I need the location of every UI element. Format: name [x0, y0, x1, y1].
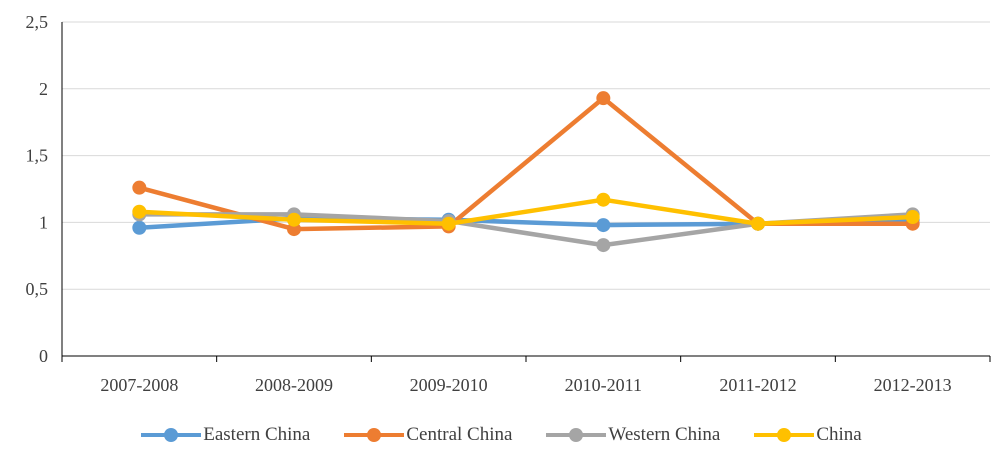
- x-tick-label: 2010-2011: [565, 375, 642, 395]
- data-point: [441, 216, 456, 231]
- data-point: [132, 180, 147, 195]
- data-point: [132, 204, 147, 219]
- data-point: [596, 238, 611, 253]
- legend-item: China: [754, 424, 862, 446]
- legend-label: China: [816, 424, 862, 445]
- y-tick-label: 1: [39, 212, 48, 232]
- y-tick-label: 0: [39, 346, 48, 366]
- chart-legend: Eastern China Central China Western China C…: [0, 424, 1003, 446]
- axis-layer: 0 0,5 1 1,5 2 2,5 2007-2008 2008-2009 2009-2010 2…: [26, 12, 991, 395]
- data-point: [905, 210, 920, 225]
- data-point: [596, 91, 611, 106]
- legend-item: Western China: [546, 424, 720, 446]
- grid-layer: [62, 21, 990, 290]
- data-point: [596, 192, 611, 207]
- legend-swatch-icon: [546, 427, 607, 443]
- legend-label: Western China: [608, 424, 721, 445]
- data-point: [132, 220, 147, 235]
- x-tick-label: 2009-2010: [410, 375, 488, 395]
- legend-item: Central China: [344, 424, 512, 446]
- series-line-3: [137, 197, 915, 226]
- data-point: [596, 218, 611, 233]
- data-point: [751, 216, 765, 231]
- x-tick-label: 2011-2012: [719, 375, 796, 395]
- y-tick-label: 1,5: [26, 146, 49, 166]
- series-layer: [132, 91, 920, 253]
- data-point: [287, 212, 301, 227]
- x-tick-label: 2008-2009: [255, 375, 333, 395]
- legend-label: Eastern China: [203, 424, 311, 445]
- legend-item: Eastern China: [141, 424, 310, 446]
- y-tick-label: 2: [39, 79, 48, 99]
- x-tick-label: 2007-2008: [100, 375, 178, 395]
- legend-swatch-icon: [754, 427, 815, 443]
- x-tick-label: 2012-2013: [874, 375, 952, 395]
- y-tick-label: 0,5: [26, 279, 49, 299]
- legend-swatch-icon: [344, 427, 405, 443]
- y-tick-label: 2,5: [26, 12, 49, 32]
- legend-swatch-icon: [141, 427, 202, 443]
- line-chart: 0 0,5 1 1,5 2 2,5 2007-2008 2008-2009 2009-2010 2…: [26, 12, 991, 395]
- legend-label: Central China: [406, 424, 513, 445]
